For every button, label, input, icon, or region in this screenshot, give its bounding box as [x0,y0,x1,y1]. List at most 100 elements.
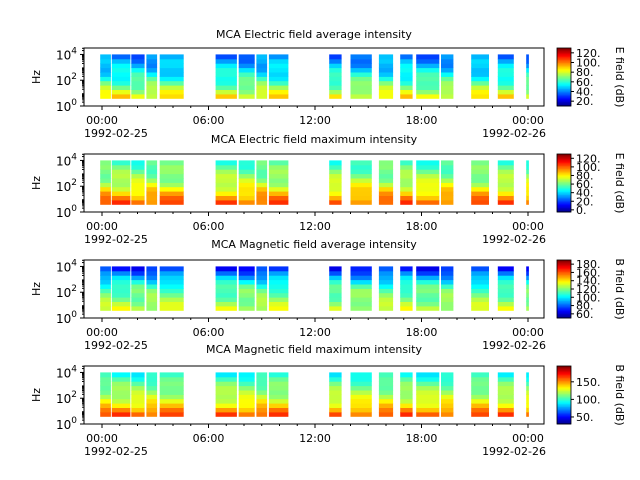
spectrogram-segment [400,266,413,311]
spectrogram-band [350,80,372,86]
spectrogram-band [497,305,514,311]
spectrogram-band [268,376,289,382]
spectrogram-band [146,85,158,90]
spectrogram-band [378,381,394,387]
spectrogram-segment [441,266,454,311]
spectrogram-band [497,80,514,86]
spectrogram-band [441,93,454,99]
spectrogram-band [215,407,237,413]
colorbar-step [557,181,571,184]
spectrogram-band [400,54,413,60]
spectrogram-band [378,372,394,378]
spectrogram-band [471,288,489,294]
spectrogram-band [159,85,184,90]
spectrogram-band [100,407,111,413]
spectrogram-band [215,76,237,82]
spectrogram-band [400,288,413,294]
colorbar-step [557,61,571,63]
spectrogram-band [471,195,489,201]
spectrogram-band [441,279,454,285]
spectrogram-band [111,160,131,166]
colorbar-tick-label: 100. [576,291,601,304]
spectrogram-band [416,199,440,205]
spectrogram-band [111,199,131,205]
spectrogram-band [268,284,289,289]
colorbar-step [557,383,571,386]
spectrogram-band [100,54,111,60]
spectrogram-band [146,284,158,289]
spectrogram-band [329,199,342,205]
spectrogram-band [497,182,514,188]
spectrogram-band [378,80,394,86]
colorbar-step [557,165,571,168]
spectrogram-band [131,58,145,64]
colorbar-step [557,210,571,213]
spectrogram-band [416,385,440,391]
colorbar-step [557,104,571,107]
spectrogram-band [146,164,158,170]
spectrogram-band [131,80,145,86]
spectrogram-band [238,292,255,298]
spectrogram-band [256,381,268,387]
spectrogram-band [100,288,111,294]
spectrogram-band [159,186,184,192]
colorbar-step [557,204,571,207]
spectrogram-band [238,85,255,90]
x-tick-label: 18:00 [406,326,438,339]
spectrogram-band [215,89,237,95]
colorbar-step [557,175,571,178]
spectrogram-band [159,376,184,382]
spectrogram-band [400,275,413,281]
spectrogram-band [215,403,237,408]
spectrogram-band [441,173,454,179]
colorbar-step [557,207,571,210]
spectrogram-band [159,67,184,73]
spectrogram-band [215,288,237,294]
spectrogram-band [146,403,158,408]
spectrogram-band [111,411,131,417]
spectrogram-band [146,80,158,86]
spectrogram-band [268,186,289,192]
y-axis-label: Hz [30,70,43,84]
colorbar-step [557,201,571,204]
spectrogram-band [416,54,440,60]
colorbar-step [557,206,571,209]
spectrogram-band [471,385,489,391]
spectrogram-band [378,407,394,413]
spectrogram-band [146,372,158,378]
spectrogram-band [268,182,289,188]
colorbar-step [557,177,571,180]
spectrogram-band [526,164,529,170]
spectrogram-segment [215,54,237,99]
colorbar-step [557,65,571,68]
spectrogram-band [497,195,514,201]
spectrogram-band [100,191,111,196]
x-tick-label: 12:00 [299,326,331,339]
spectrogram-band [400,80,413,86]
colorbar: 20.40.60.80.100.120. E field (dB) [556,47,626,108]
spectrogram-band [159,301,184,307]
spectrogram-band [416,178,440,183]
spectrogram-band [238,394,255,400]
spectrogram-band [131,186,145,192]
spectrogram-band [131,266,145,272]
spectrogram-band [159,372,184,378]
colorbar-step [557,280,571,283]
spectrogram-band [256,199,268,205]
colorbar-step [557,88,571,91]
spectrogram-band [526,394,529,400]
spectrogram-band [256,372,268,378]
colorbar-step [557,53,571,56]
colorbar-step [557,302,571,304]
spectrogram-band [256,301,268,307]
spectrogram-band [111,407,131,413]
spectrogram-band [268,89,289,95]
spectrogram-band [256,270,268,276]
spectrogram-segment [159,372,184,417]
colorbar-step [557,52,571,55]
spectrogram-band [378,301,394,307]
spectrogram-band [350,195,372,201]
spectrogram-band [378,403,394,408]
spectrogram-band [329,394,342,400]
colorbar: 0.20.40.60.80.100.120. E field (dB) [556,152,626,217]
